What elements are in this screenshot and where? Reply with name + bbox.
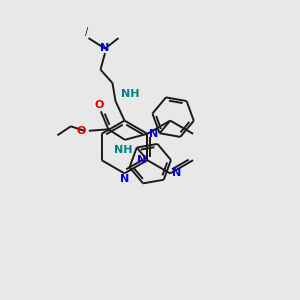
Text: /: / xyxy=(85,27,88,37)
Text: N: N xyxy=(100,43,109,53)
Text: N: N xyxy=(172,168,181,178)
Text: N: N xyxy=(136,155,146,165)
Text: NH: NH xyxy=(121,89,140,99)
Text: O: O xyxy=(95,100,104,110)
Text: N: N xyxy=(120,174,129,184)
Text: O: O xyxy=(76,126,86,136)
Text: N: N xyxy=(149,129,158,139)
Text: NH: NH xyxy=(114,145,133,155)
